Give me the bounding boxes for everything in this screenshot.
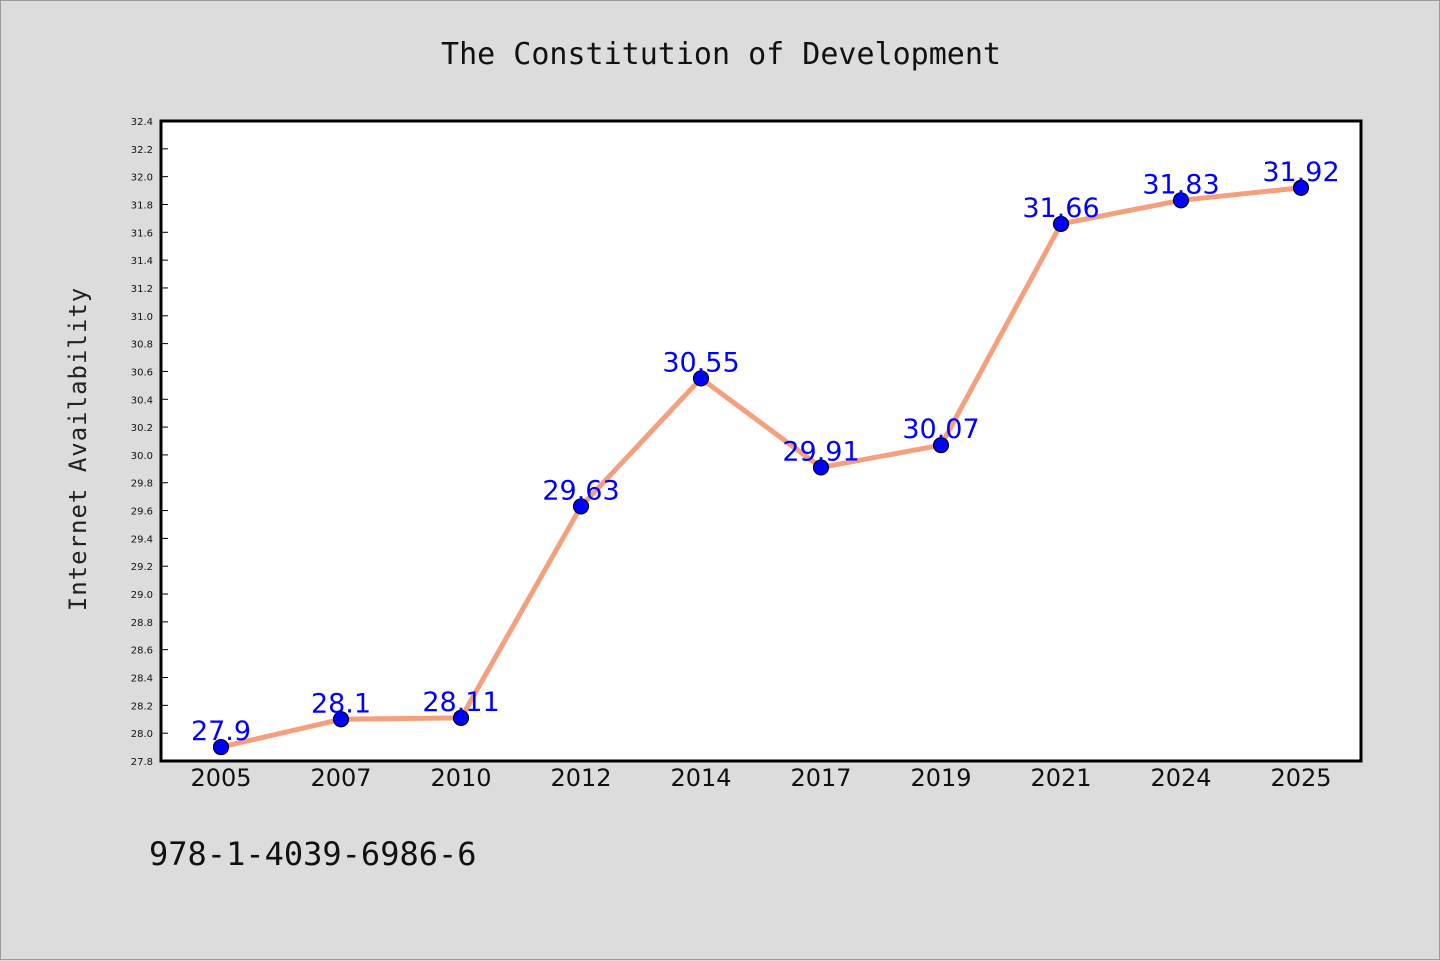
x-tick-label: 2024 (1150, 764, 1211, 792)
data-label: 30.07 (902, 414, 979, 445)
y-tick-label: 28.4 (131, 674, 153, 685)
data-point-marker (212, 738, 230, 756)
y-axis-label: Internet Availability (64, 287, 92, 611)
series-line (218, 185, 1304, 750)
x-tick-label: 2005 (190, 764, 251, 792)
y-tick-label: 29.2 (131, 562, 153, 573)
data-label: 30.55 (662, 347, 739, 378)
y-tick-label: 28.2 (131, 701, 153, 712)
data-label: 29.91 (782, 436, 859, 467)
x-tick-label: 2017 (790, 764, 851, 792)
y-tick-label: 31.6 (131, 228, 153, 239)
y-tick-label: 29.0 (131, 590, 153, 601)
data-label: 31.92 (1262, 157, 1339, 188)
chart-title: The Constitution of Development (441, 37, 1001, 72)
x-tick-label: 2025 (1270, 764, 1331, 792)
y-tick-label: 30.4 (131, 395, 153, 406)
y-tick-label: 28.6 (131, 646, 153, 657)
y-tick-label: 28.8 (131, 618, 153, 629)
y-tick-label: 31.4 (131, 256, 153, 267)
x-tick-label: 2021 (1030, 764, 1091, 792)
y-tick-label: 31.8 (131, 200, 153, 211)
y-axis-ticks: 27.8 28.0 28.2 28.4 28.6 28.8 29.0 29.2 29.4 29.6… (131, 117, 168, 768)
data-label: 27.9 (191, 716, 251, 747)
y-tick-label: 31.2 (131, 284, 153, 295)
y-tick-label: 32.0 (131, 173, 153, 184)
y-tick-label: 30.0 (131, 451, 153, 462)
x-axis-ticks: 2005 2007 2010 2012 2014 2017 2019 2021 2024 2025 (190, 764, 1331, 792)
y-tick-label: 30.8 (131, 340, 153, 351)
y-tick-label: 30.2 (131, 423, 153, 434)
data-series: 27.9 28.1 28.11 29.63 30.55 29.91 30.07 31.66 31… (191, 157, 1340, 756)
y-tick-label: 32.2 (131, 145, 153, 156)
data-label: 29.63 (542, 475, 619, 506)
data-point-marker (1052, 215, 1070, 233)
data-point-marker (572, 498, 590, 515)
plot-area (159, 119, 1363, 763)
data-point-marker (812, 459, 830, 476)
x-tick-label: 2019 (910, 764, 971, 792)
data-point-marker (1172, 192, 1190, 209)
x-tick-label: 2012 (550, 764, 611, 792)
y-tick-label: 29.4 (131, 534, 153, 545)
data-point-marker (332, 711, 350, 728)
y-tick-label: 29.6 (131, 507, 153, 518)
data-label: 31.83 (1142, 169, 1219, 200)
data-label: 28.11 (422, 687, 499, 718)
y-tick-label: 32.4 (131, 117, 153, 128)
data-label: 31.66 (1022, 193, 1099, 224)
x-tick-label: 2007 (310, 764, 371, 792)
data-point-marker (932, 437, 950, 454)
x-tick-label: 2010 (430, 764, 491, 792)
y-tick-label: 29.8 (131, 479, 153, 490)
y-tick-label: 31.0 (131, 312, 153, 323)
y-tick-label: 30.6 (131, 367, 153, 378)
data-point-marker (1292, 179, 1310, 196)
y-tick-label: 27.8 (131, 757, 153, 768)
isbn-text: 978-1-4039-6986-6 (149, 835, 477, 873)
data-label: 28.1 (311, 688, 371, 719)
data-point-marker (452, 709, 470, 726)
x-tick-label: 2014 (670, 764, 731, 792)
y-tick-label: 28.0 (131, 729, 153, 740)
data-point-marker (692, 370, 710, 387)
